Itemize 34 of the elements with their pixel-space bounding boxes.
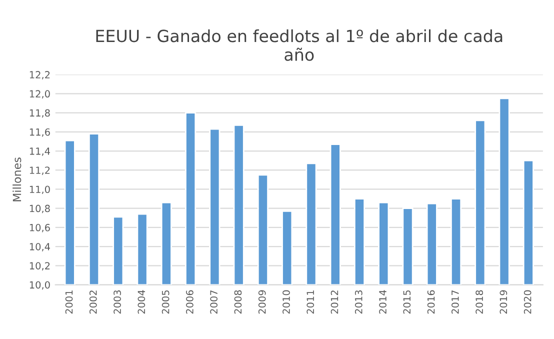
y-tick-label: 11,4 bbox=[30, 148, 50, 156]
x-tick-label: 2013 bbox=[354, 290, 362, 314]
x-tick-label: 2009 bbox=[258, 290, 266, 314]
y-tick-label: 10,8 bbox=[30, 204, 50, 214]
y-tick-label: 11,2 bbox=[30, 166, 50, 175]
y-tick-label: 11,6 bbox=[30, 128, 50, 137]
x-tick-label: 2005 bbox=[162, 290, 170, 314]
y-tick-label: 11,8 bbox=[30, 109, 50, 118]
y-tick-label: 10,0 bbox=[30, 281, 50, 290]
x-tick-label: 2010 bbox=[282, 290, 290, 314]
x-tick-label: 2014 bbox=[379, 290, 386, 314]
x-tick-label: 2012 bbox=[330, 290, 338, 314]
y-tick-label: 10,6 bbox=[30, 224, 50, 232]
x-tick-label: 2006 bbox=[186, 290, 194, 314]
x-tick-label: 2002 bbox=[89, 290, 97, 314]
x-tick-label: 2004 bbox=[138, 290, 146, 314]
x-tick-label: 2019 bbox=[500, 290, 508, 314]
y-tick-label: 10,4 bbox=[30, 243, 50, 252]
x-tick-label: 2017 bbox=[452, 290, 459, 314]
x-tick-label: 2018 bbox=[476, 290, 483, 314]
x-tick-label: 2007 bbox=[210, 290, 218, 314]
y-tick-label: 12,2 bbox=[30, 71, 50, 80]
y-tick-label: 11,0 bbox=[30, 186, 50, 194]
chart-title: EEUU - Ganado en feedlots al 1º de abril de cada año bbox=[96, 29, 502, 61]
x-tick-label: 2015 bbox=[403, 290, 411, 314]
y-tick-label: 12,0 bbox=[30, 90, 50, 99]
x-tick-label: 2003 bbox=[114, 290, 121, 314]
x-tick-label: 2011 bbox=[306, 290, 314, 314]
y-axis-title: Millones bbox=[12, 158, 22, 202]
x-tick-label: 2001 bbox=[65, 290, 73, 314]
x-tick-label: 2008 bbox=[234, 290, 242, 314]
y-tick-label: 10,2 bbox=[30, 262, 50, 270]
x-tick-label: 2016 bbox=[427, 290, 435, 314]
x-tick-label: 2020 bbox=[524, 290, 532, 314]
